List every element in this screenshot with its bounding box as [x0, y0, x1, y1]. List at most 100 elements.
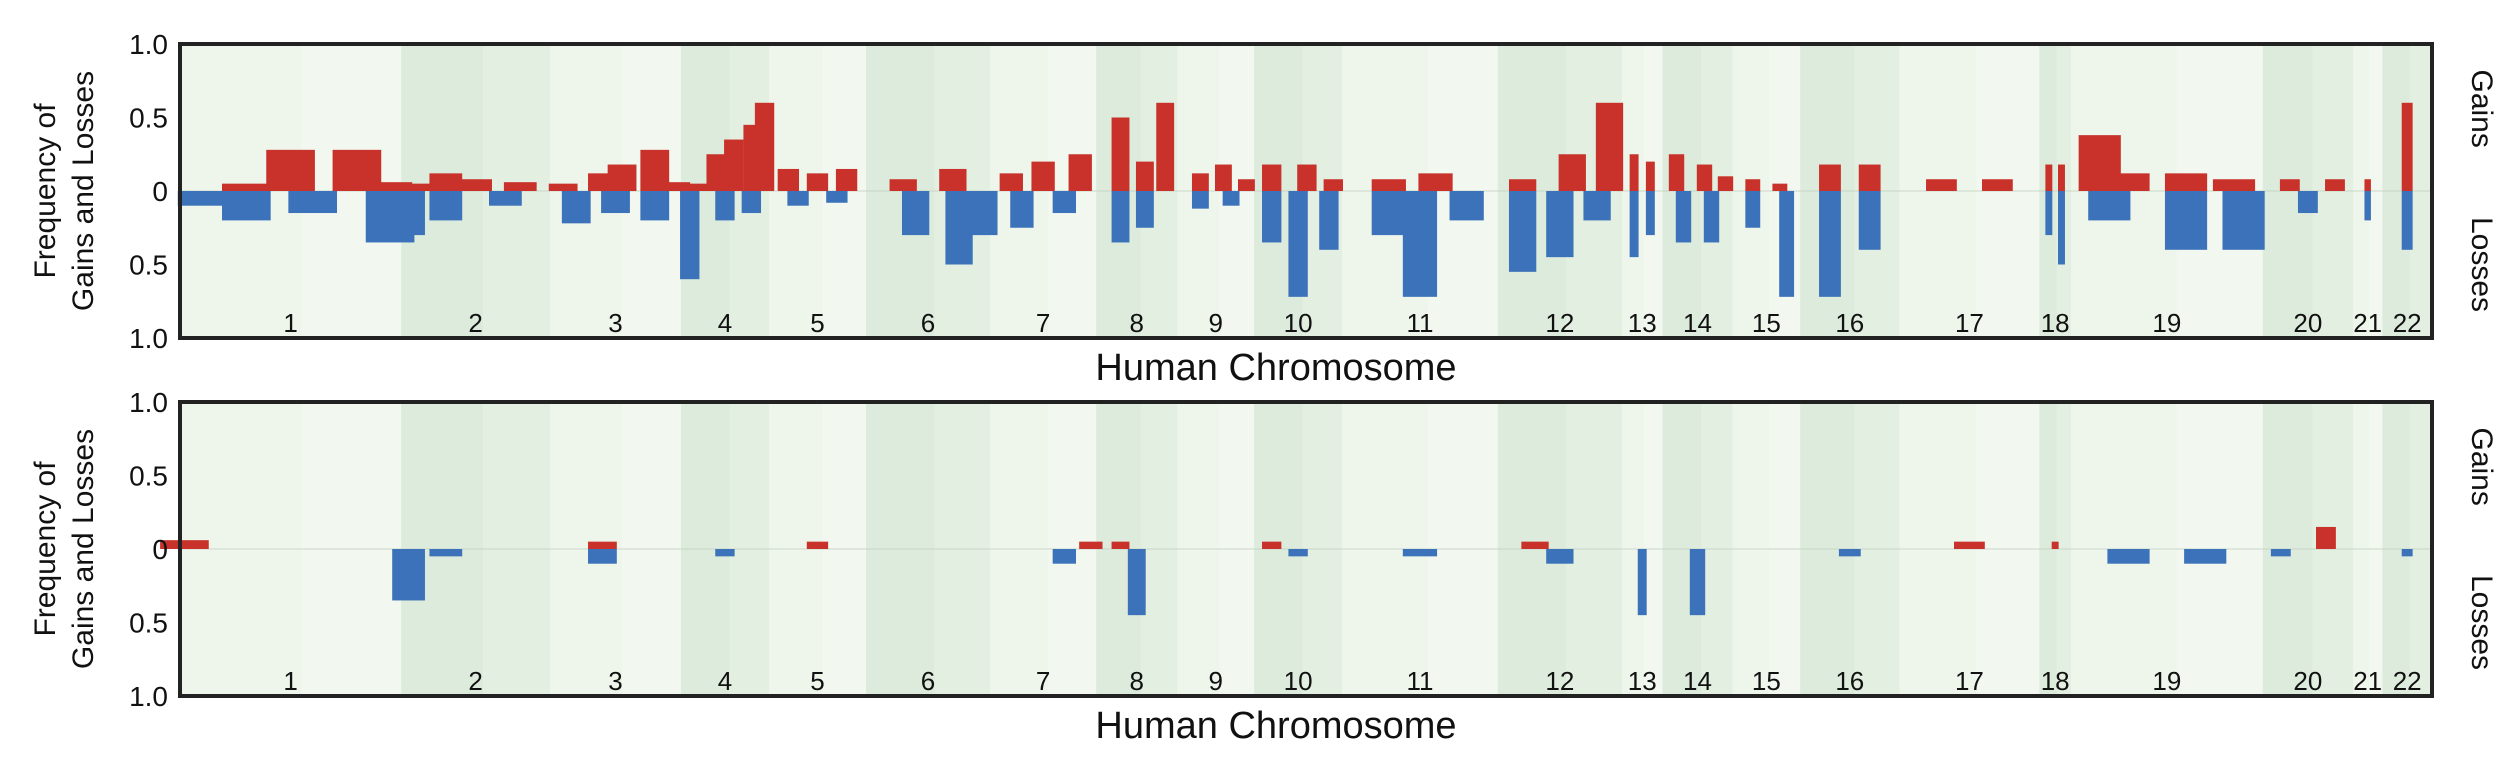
chromosome-label-3: 3: [608, 308, 622, 338]
loss-bar-chr11-29: [1449, 191, 1484, 221]
loss-bar-chr10-25: [1288, 191, 1308, 297]
gain-bar-chr16-47: [1819, 164, 1841, 191]
gain-bar-chr1-0: [160, 540, 209, 549]
chromosome-label-17: 17: [1955, 308, 1984, 338]
loss-bar-chr2-6: [489, 191, 522, 206]
chromosome-label-5: 5: [810, 308, 824, 338]
gain-bar-chr3-10: [607, 164, 637, 191]
loss-bar-chr2-4: [392, 191, 425, 236]
gain-bar-chr10-34: [1323, 179, 1343, 191]
gain-bar-chr2-6: [459, 179, 492, 191]
gain-bar-chr7-24: [1031, 161, 1055, 191]
losses-side-label: Losses: [2465, 217, 2498, 312]
loss-bar-chr8-21: [1135, 191, 1154, 228]
gain-bar-chr1-0: [222, 183, 271, 191]
chromosome-label-21: 21: [2353, 308, 2382, 338]
chromosome-label-14: 14: [1683, 666, 1712, 696]
losses-label-text: Losses: [2465, 575, 2498, 670]
gain-bar-chr18-8: [2051, 541, 2059, 549]
loss-bar-chr3-7: [561, 191, 591, 224]
loss-bar-chr12-30: [1508, 191, 1537, 272]
gain-bar-chr11-35: [1371, 179, 1406, 191]
loss-bar-chr18-42: [2058, 191, 2065, 265]
chromosome-label-8: 8: [1130, 308, 1144, 338]
y-tick-label: 0.5: [129, 250, 168, 281]
gain-bar-chr20-58: [2325, 179, 2345, 191]
y-tick-label: 0.5: [129, 608, 168, 639]
loss-bar-chr15-38: [1779, 191, 1795, 297]
loss-bar-chr2-0: [392, 549, 425, 601]
gain-bar-chr17-49: [1926, 179, 1957, 191]
gain-bar-chr19-55: [2164, 173, 2208, 191]
loss-bar-chr8-5: [1127, 549, 1146, 616]
gain-bar-chr20-9: [2316, 526, 2336, 549]
gain-bar-chr4-15: [724, 139, 744, 191]
gain-bar-chr7-25: [1068, 154, 1092, 191]
gain-bar-chr10-5: [1262, 541, 1282, 549]
chromosome-label-14: 14: [1683, 308, 1712, 338]
y-axis-label-line2: Gains and Losses: [67, 429, 100, 669]
gains-side-label: Gains: [2465, 69, 2498, 147]
chromosome-label-15: 15: [1752, 308, 1781, 338]
chromosome-label-16: 16: [1835, 666, 1864, 696]
y-axis-label-text: Frequency of Gains and Losses: [29, 71, 100, 311]
gain-bar-chr17-50: [1982, 179, 2013, 191]
y-axis-label-line2: Gains and Losses: [67, 71, 100, 311]
gain-bar-chr2-4: [399, 183, 433, 191]
chromosome-label-3: 3: [608, 666, 622, 696]
y-axis-label: Frequency of Gains and Losses: [29, 429, 100, 669]
chromosome-label-17: 17: [1955, 666, 1984, 696]
chromosome-label-19: 19: [2152, 308, 2181, 338]
gain-bar-chr9-31: [1237, 179, 1255, 191]
gain-bar-chr5-18: [777, 168, 800, 191]
loss-bar-chr19-13: [2184, 549, 2227, 564]
loss-bar-chr11-27: [1371, 191, 1406, 236]
chromosome-label-12: 12: [1545, 308, 1574, 338]
loss-bar-chr19-44: [2164, 191, 2208, 250]
y-axis-label-line1: Frequency of: [29, 461, 62, 637]
gain-bar-chr2-5: [429, 173, 463, 191]
chromosome-label-18: 18: [2041, 308, 2070, 338]
y-tick-label: 0.5: [129, 103, 168, 134]
gain-bar-chr7-23: [999, 173, 1023, 191]
loss-bar-chr4-11: [715, 191, 735, 221]
gain-bar-chr10-32: [1262, 164, 1282, 191]
chromosome-label-6: 6: [921, 308, 935, 338]
loss-bar-chr12-32: [1583, 191, 1611, 221]
loss-bar-chr1-0: [177, 191, 227, 206]
gain-bar-chr5-20: [835, 168, 858, 191]
chromosome-label-10: 10: [1284, 666, 1313, 696]
loss-bar-chr15-37: [1745, 191, 1761, 228]
loss-bar-chr6-15: [901, 191, 930, 236]
chromosome-label-20: 20: [2293, 666, 2322, 696]
gain-bar-chr19-54: [2107, 173, 2150, 191]
loss-bar-chr20-14: [2270, 549, 2291, 557]
x-axis-label: Human Chromosome: [1095, 347, 1456, 389]
gain-bar-chr14-42: [1668, 154, 1685, 191]
gain-bar-chr19-56: [2212, 179, 2256, 191]
gain-bar-chr5-2: [806, 541, 829, 549]
loss-bar-chr19-45: [2222, 191, 2265, 250]
loss-bar-chr18-41: [2045, 191, 2053, 236]
loss-bar-chr3-9: [640, 191, 670, 221]
gain-bar-chr8-26: [1111, 117, 1130, 191]
chromosome-label-12: 12: [1545, 666, 1574, 696]
gain-bar-chr1-3: [363, 182, 413, 191]
loss-bar-chr12-31: [1546, 191, 1574, 258]
loss-bar-chr12-8: [1546, 549, 1574, 564]
x-axis-label: Human Chromosome: [1095, 705, 1456, 747]
gain-bar-chr4-14: [706, 154, 726, 191]
loss-bar-chr9-23: [1222, 191, 1240, 206]
loss-bar-chr14-36: [1703, 191, 1720, 243]
y-axis-label-text: Frequency of Gains and Losses: [29, 429, 100, 669]
chromosome-label-1: 1: [283, 666, 297, 696]
loss-bar-chr7-18: [1010, 191, 1034, 228]
gain-bar-chr4-17: [754, 102, 775, 191]
gain-bar-chr10-33: [1297, 164, 1317, 191]
gain-bar-chr18-52: [2058, 164, 2065, 191]
gain-bar-chr3-8: [548, 183, 578, 191]
chromosome-label-13: 13: [1628, 666, 1657, 696]
loss-bar-chr16-39: [1819, 191, 1841, 297]
chromosome-label-18: 18: [2041, 666, 2070, 696]
chromosome-label-7: 7: [1036, 666, 1050, 696]
